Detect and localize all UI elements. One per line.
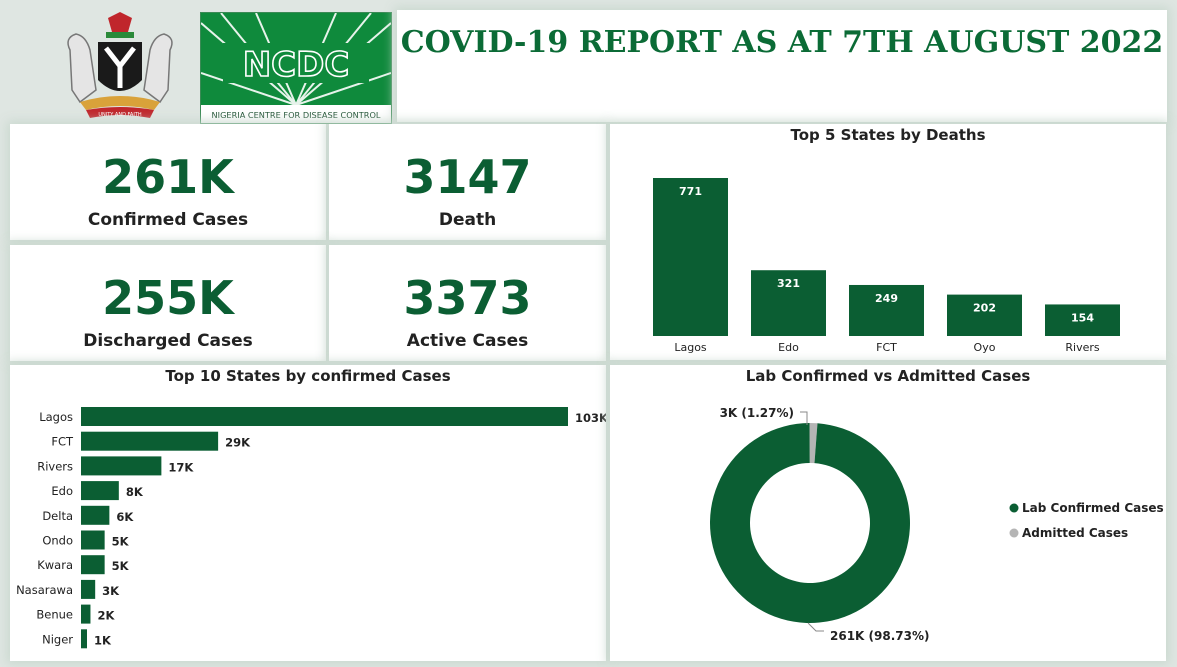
confirmed-category-label: Rivers <box>37 459 73 473</box>
ncdc-logo: NCDC NIGERIA CENTRE FOR DISEASE CONTROL <box>200 12 392 124</box>
crest-motto: UNITY AND FAITH <box>98 112 142 118</box>
donut-slice-lab-confirmed <box>710 423 910 623</box>
confirmed-category-label: FCT <box>51 435 74 449</box>
legend-entry: Admitted Cases <box>1022 526 1128 540</box>
confirmed-category-label: Kwara <box>37 558 73 572</box>
kpi-active-value: 3373 <box>403 271 532 325</box>
donut-leader-line <box>800 411 808 425</box>
ncdc-logo-subtitle: NIGERIA CENTRE FOR DISEASE CONTROL <box>212 110 381 120</box>
death-bar <box>947 294 1022 336</box>
ncdc-logo-icon: NCDC NIGERIA CENTRE FOR DISEASE CONTROL <box>200 12 392 120</box>
confirmed-chart-title: Top 10 States by confirmed Cases <box>165 367 451 385</box>
death-bar-label: 249 <box>875 292 898 305</box>
donut-leader-line <box>807 622 824 632</box>
donut-label-lab-confirmed: 261K (98.73%) <box>830 629 929 643</box>
kpi-active-label: Active Cases <box>406 331 529 351</box>
deaths-chart: 771 Lagos 321 Edo 249 FCT 202 Oyo 154 Rivers <box>653 178 1120 354</box>
confirmed-bar-label: 8K <box>126 485 144 499</box>
death-bar-label: 321 <box>777 277 800 290</box>
confirmed-bar <box>81 555 105 575</box>
confirmed-bar-label: 6K <box>116 510 134 524</box>
kpi-discharged-card: 255K Discharged Cases <box>10 245 326 361</box>
death-category-label: FCT <box>876 341 897 354</box>
legend-dot <box>1009 528 1019 538</box>
confirmed-category-label: Nasarawa <box>16 583 73 597</box>
page-title: COVID-19 REPORT AS AT 7TH AUGUST 2022 <box>400 25 1164 60</box>
legend-entry: Lab Confirmed Cases <box>1022 501 1164 515</box>
ncdc-logo-text: NCDC <box>243 45 350 85</box>
kpi-death-value: 3147 <box>403 150 532 204</box>
confirmed-category-label: Niger <box>42 632 73 646</box>
deaths-chart-title: Top 5 States by Deaths <box>790 126 986 144</box>
coat-of-arms-logo: UNITY AND FAITH <box>50 10 190 122</box>
death-category-label: Oyo <box>974 341 996 354</box>
death-bar-label: 202 <box>973 302 996 315</box>
confirmed-bar-label: 5K <box>112 535 130 549</box>
confirmed-bar-label: 1K <box>94 633 112 647</box>
death-category-label: Lagos <box>674 341 707 354</box>
confirmed-bar <box>81 407 568 426</box>
deaths-chart-card: Top 5 States by Deaths 771 Lagos 321 Edo 249… <box>610 124 1166 360</box>
confirmed-bar <box>81 456 162 476</box>
confirmed-bar-label: 3K <box>102 584 120 598</box>
kpi-confirmed-value: 261K <box>102 150 234 204</box>
death-bar <box>1045 304 1120 336</box>
confirmed-category-label: Lagos <box>39 410 73 424</box>
coat-of-arms-icon: UNITY AND FAITH <box>67 12 173 118</box>
death-bar-label: 771 <box>679 185 702 198</box>
donut-label-admitted: 3K (1.27%) <box>720 406 794 420</box>
confirmed-category-label: Benue <box>36 608 73 622</box>
kpi-death-card: 3147 Death <box>329 124 606 240</box>
kpi-discharged-label: Discharged Cases <box>83 331 253 351</box>
donut-slice-admitted <box>809 423 818 464</box>
confirmed-bar <box>81 505 110 525</box>
title-card: COVID-19 REPORT AS AT 7TH AUGUST 2022 <box>397 10 1167 122</box>
legend-dot <box>1009 503 1019 513</box>
confirmed-bar-label: 103K <box>575 411 606 425</box>
confirmed-bar <box>81 579 96 599</box>
confirmed-bar <box>81 431 219 451</box>
kpi-confirmed-label: Confirmed Cases <box>87 210 249 230</box>
confirmed-chart-card: Top 10 States by confirmed Cases Lagos 10… <box>10 365 606 661</box>
confirmed-bar <box>81 604 91 624</box>
kpi-death-label: Death <box>438 210 497 230</box>
kpi-discharged-value: 255K <box>102 271 234 325</box>
kpi-confirmed-card: 261K Confirmed Cases <box>10 124 326 240</box>
confirmed-category-label: Delta <box>42 509 73 523</box>
lab-chart-title: Lab Confirmed vs Admitted Cases <box>745 367 1031 385</box>
lab-chart: 3K (1.27%) 261K (98.73%) Lab Confirmed Cas… <box>710 406 1164 643</box>
death-bar <box>849 284 924 336</box>
kpi-active-card: 3373 Active Cases <box>329 245 606 361</box>
death-bar-label: 154 <box>1071 311 1094 324</box>
confirmed-category-label: Edo <box>51 484 73 498</box>
confirmed-bar <box>81 629 87 649</box>
lab-chart-card: Lab Confirmed vs Admitted Cases 3K (1.27… <box>610 365 1166 661</box>
confirmed-bar <box>81 481 119 501</box>
confirmed-bar-label: 29K <box>225 436 251 450</box>
confirmed-bar-label: 5K <box>112 559 130 573</box>
confirmed-chart: Lagos 103K FCT 29K Rivers 17K Edo 8K Delta 6K Ondo… <box>16 407 606 649</box>
confirmed-bar-label: 17K <box>168 460 194 474</box>
death-category-label: Edo <box>778 341 799 354</box>
confirmed-bar-label: 2K <box>97 609 115 623</box>
death-bar <box>751 270 826 336</box>
death-bar <box>653 178 728 336</box>
death-category-label: Rivers <box>1065 341 1099 354</box>
confirmed-category-label: Ondo <box>42 534 73 548</box>
confirmed-bar <box>81 530 105 550</box>
